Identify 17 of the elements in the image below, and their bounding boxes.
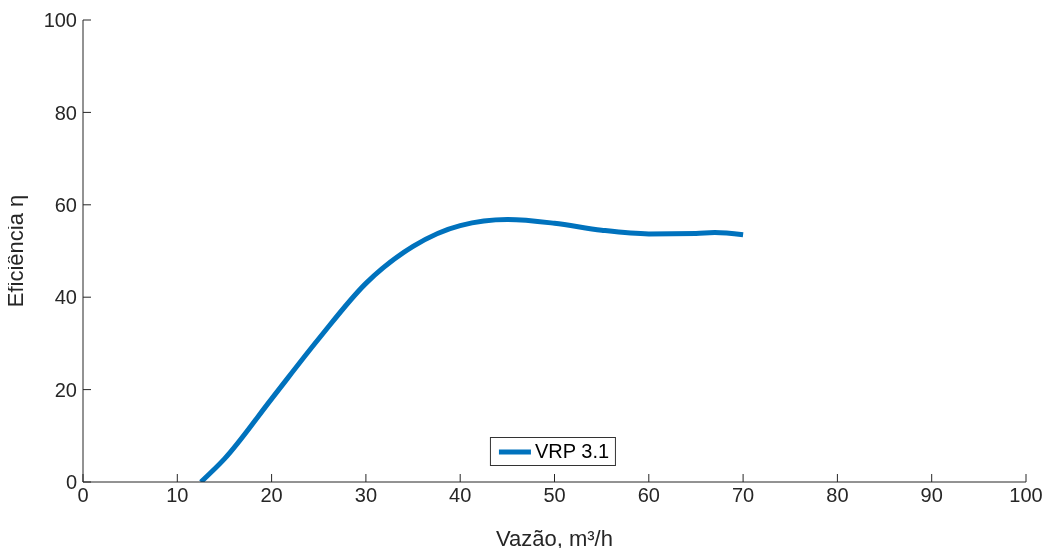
x-tick-label: 90 <box>920 484 943 507</box>
x-tick-label: 60 <box>637 484 660 507</box>
y-tick-label: 100 <box>43 9 77 32</box>
x-tick-label: 100 <box>1009 484 1043 507</box>
x-axis-title: Vazão, m³/h <box>496 526 613 551</box>
x-tick-label: 30 <box>354 484 378 507</box>
x-tick-label: 80 <box>826 484 849 507</box>
x-tick-label: 10 <box>166 484 189 507</box>
x-tick-label: 20 <box>260 484 283 507</box>
legend-label: VRP 3.1 <box>534 440 610 463</box>
x-tick-label: 50 <box>543 484 566 507</box>
y-tick-label: 40 <box>54 286 77 309</box>
y-tick-label: 20 <box>54 378 77 401</box>
y-tick-label: 60 <box>54 193 77 216</box>
x-tick-label: 40 <box>449 484 472 507</box>
x-tick-label: 70 <box>731 484 755 507</box>
y-tick-label: 80 <box>54 101 77 124</box>
